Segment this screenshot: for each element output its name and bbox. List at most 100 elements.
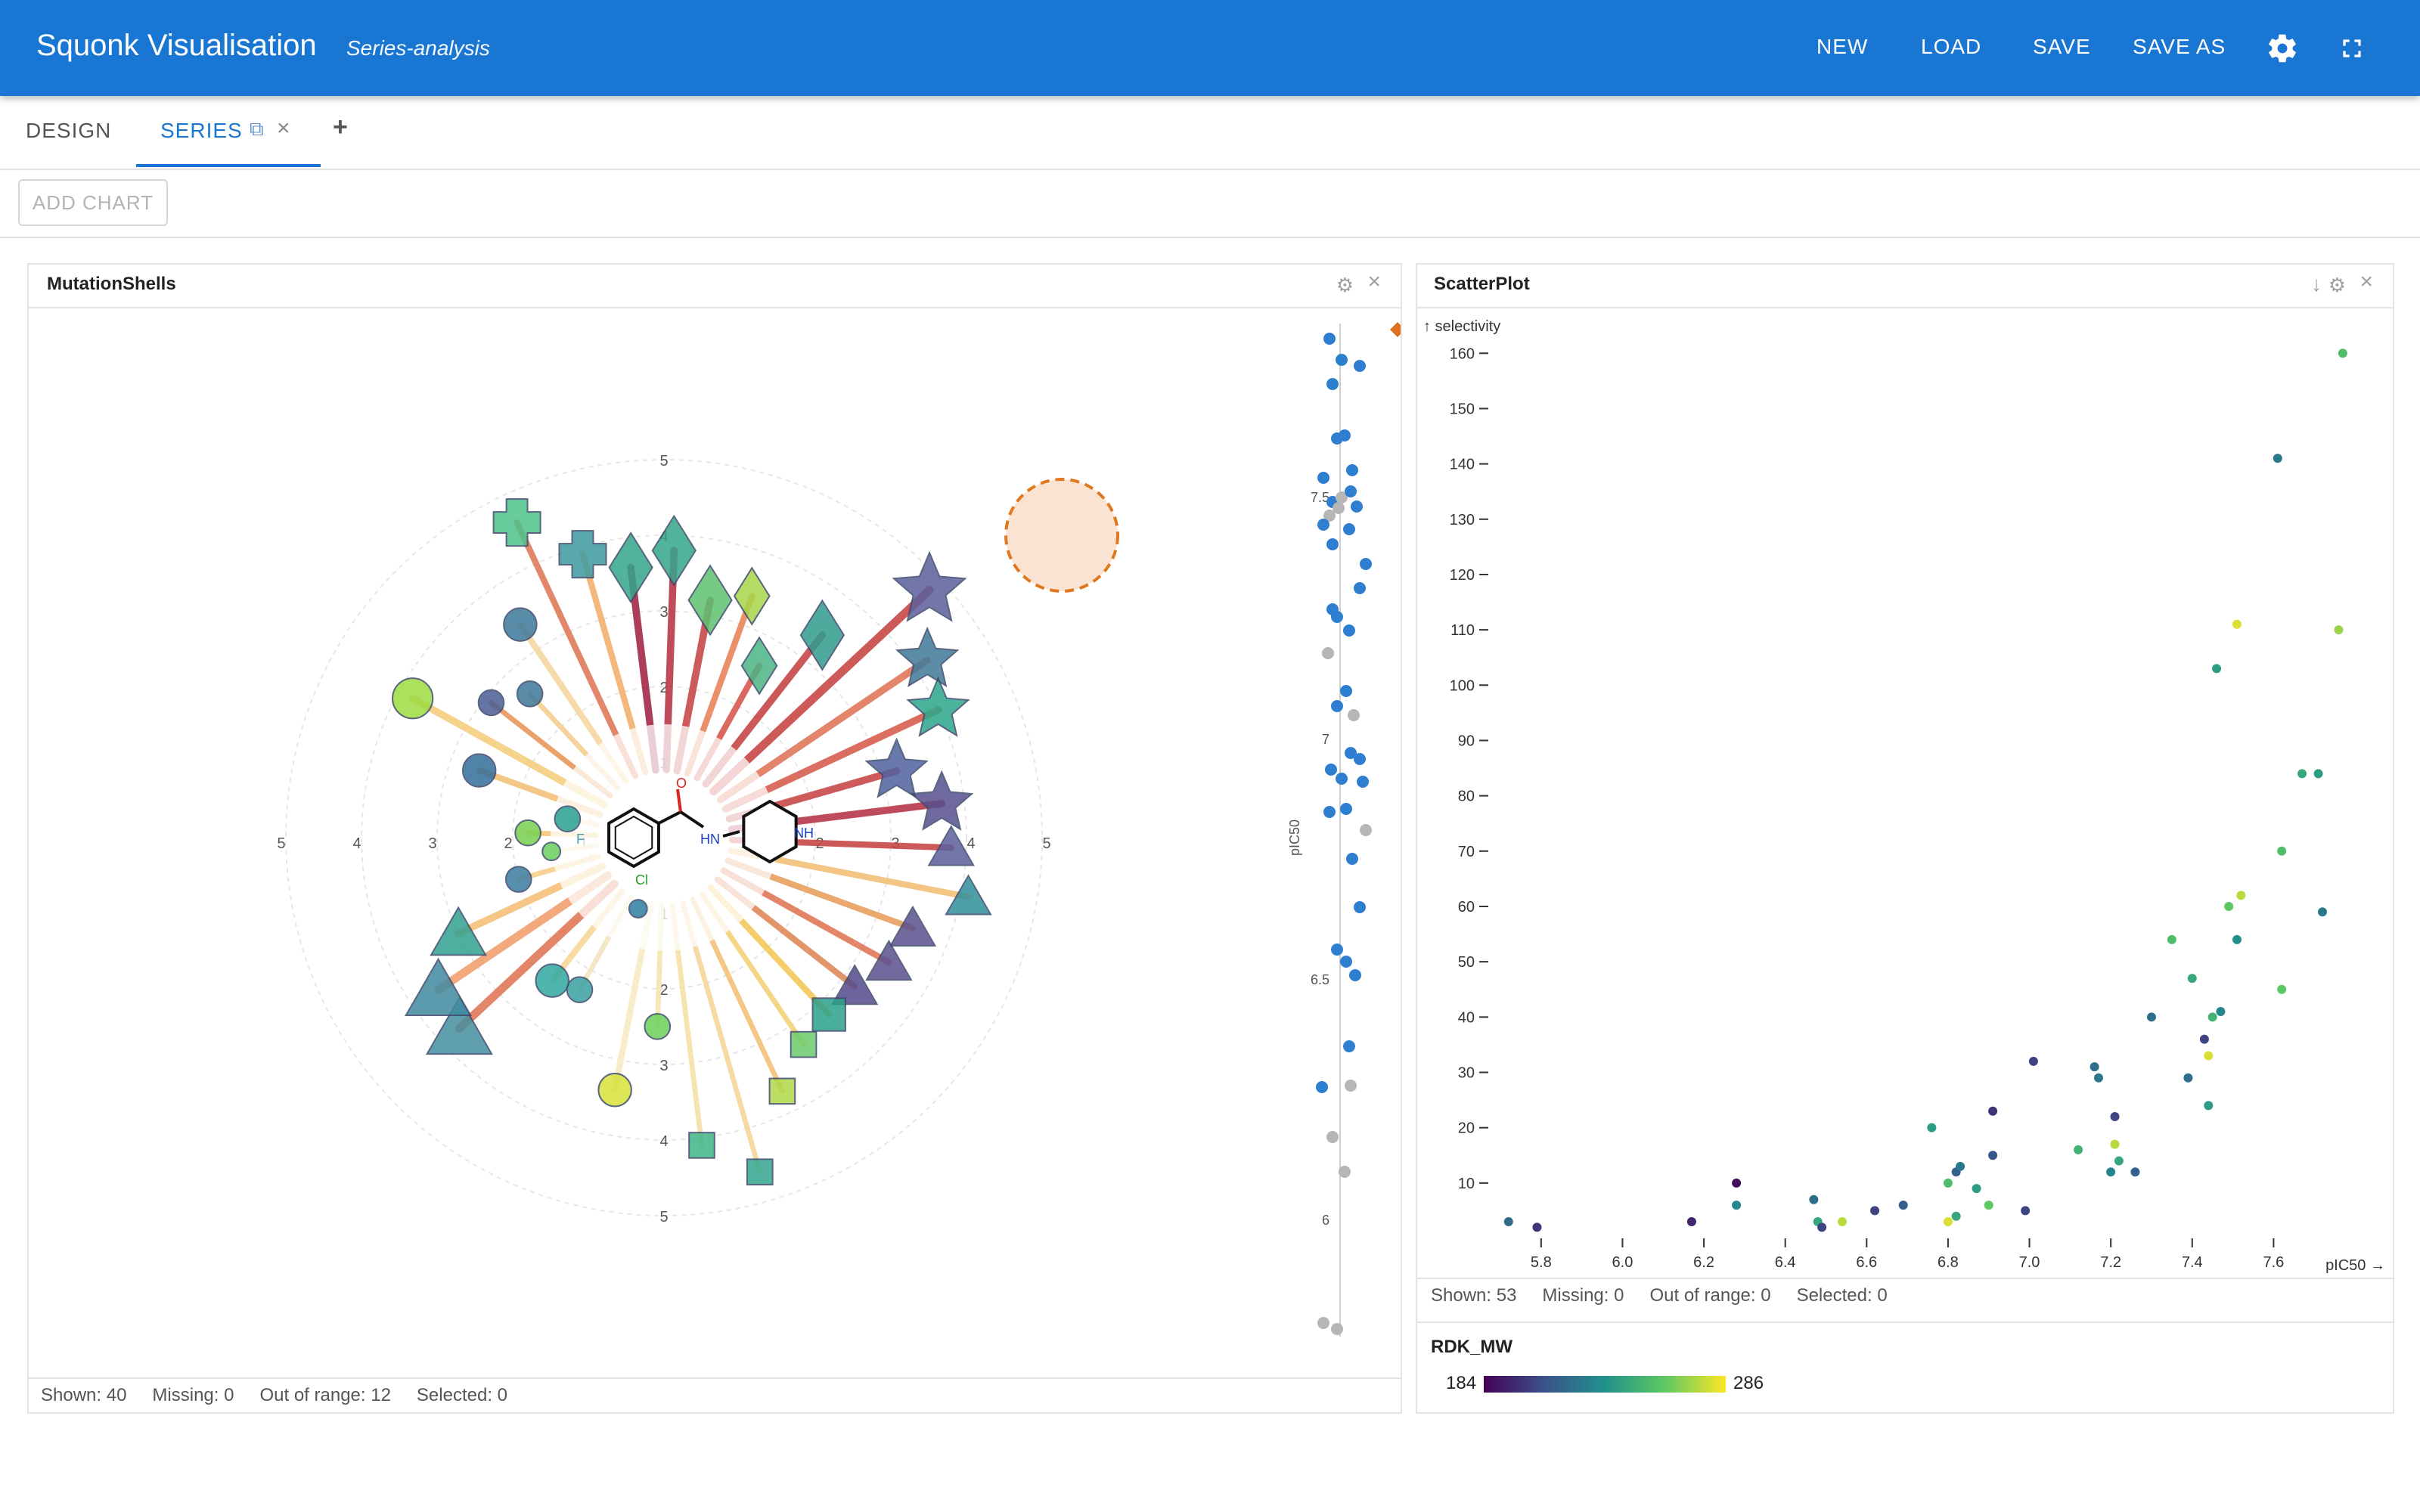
add-chart-button[interactable]: ADD CHART [18, 179, 168, 226]
download-icon[interactable]: ↓ [2311, 272, 2322, 296]
scatter-point [1988, 1106, 1998, 1116]
shell-point-diamond [608, 531, 653, 604]
strip-marker [1360, 824, 1372, 836]
strip-marker [1390, 322, 1401, 337]
strip-marker [1336, 773, 1348, 785]
benzene-inner [614, 815, 653, 860]
scatter-point [2028, 1056, 2038, 1066]
close-tab-icon[interactable]: × [277, 116, 290, 141]
strip-marker [1339, 429, 1351, 442]
scatter-point [2313, 769, 2323, 779]
status-bar: Shown: 53 Missing: 0 Out of range: 0 Select… [1431, 1285, 1913, 1306]
shell-point-circle [516, 680, 544, 708]
scatter-point [1809, 1194, 1819, 1204]
scatter-point [1503, 1217, 1513, 1227]
bond [722, 830, 740, 838]
benzene-ring [607, 807, 660, 869]
scatter-point [2216, 1007, 2226, 1016]
shell-point-star [906, 676, 970, 737]
copy-tab-icon[interactable]: ⧉ [250, 117, 264, 140]
scatter-point [2199, 1034, 2209, 1044]
scatter-point [2273, 454, 2282, 463]
view-name: Series-analysis [346, 36, 490, 60]
shell-point-circle [461, 753, 497, 788]
shell-point-diamond [687, 564, 733, 637]
fullscreen-icon[interactable] [2337, 33, 2367, 64]
shell-point-star [895, 626, 960, 688]
status-bar: Shown: 40 Missing: 0 Out of range: 12 Selec… [41, 1385, 533, 1406]
x-tick-label: 6.6 [1856, 1254, 1877, 1271]
scatter-point [2232, 934, 2242, 944]
shell-point-triangle [945, 874, 992, 916]
tab-series[interactable]: SERIES [160, 119, 243, 142]
strip-marker [1351, 500, 1363, 513]
legend-min: 184 [1446, 1373, 1477, 1393]
scatter-point [2277, 984, 2287, 994]
y-tick-label: 30 [1458, 1064, 1475, 1081]
scatter-point [2212, 664, 2222, 674]
scatter-point [2114, 1156, 2124, 1166]
shell-point-plus [558, 530, 607, 579]
y-tick-label: 80 [1458, 789, 1475, 805]
scatter-point [1732, 1178, 1742, 1188]
shell-point-triangle [927, 825, 975, 866]
x-tick-label: 7.4 [2182, 1254, 2203, 1271]
scatter-point [1838, 1217, 1847, 1227]
settings-gear-icon[interactable] [2266, 32, 2299, 65]
mutation-shells-chart[interactable]: 55554444333322221111OHNNHClF7.576.56pIC5… [29, 308, 1401, 1376]
strip-marker [1326, 538, 1339, 550]
scatter-point [2204, 1051, 2214, 1061]
scatter-point [2334, 625, 2344, 635]
shell-point-diamond [651, 514, 697, 587]
atom-label-o: O [676, 776, 687, 791]
strip-marker [1336, 354, 1348, 366]
scatter-point [1817, 1222, 1827, 1232]
shell-point-circle [566, 976, 594, 1003]
x-tick-label: 7.6 [2263, 1254, 2284, 1271]
shell-point-triangle [865, 939, 913, 981]
radial-tick-label: 3 [659, 604, 668, 621]
strip-marker [1331, 943, 1343, 956]
radial-tick-label: 3 [428, 835, 436, 852]
strip-marker [1354, 360, 1366, 372]
scatter-point [1686, 1217, 1696, 1227]
scatter-chart[interactable]: ↑ selectivity pIC50 → 10 20 30 40 50 60 70 80 90 10… [1417, 308, 2393, 1278]
legend-title: RDK_MW [1431, 1337, 1512, 1357]
piperidine-ring [742, 799, 798, 864]
shell-point-diamond [733, 566, 771, 626]
strip-marker [1316, 1081, 1328, 1093]
radial-tick-label: 5 [659, 1209, 668, 1225]
radial-tick-label: 2 [659, 680, 668, 696]
panel-close-icon[interactable]: × [2360, 269, 2373, 294]
shell-point-square [768, 1077, 796, 1105]
tab-design[interactable]: DESIGN [26, 119, 112, 142]
strip-marker [1333, 502, 1345, 514]
bond [676, 789, 682, 813]
status-shown: Shown: 40 [41, 1385, 127, 1405]
strip-marker [1325, 764, 1337, 776]
load-button[interactable]: LOAD [1921, 35, 1982, 58]
radial-tick-label: 3 [659, 1058, 668, 1074]
strip-marker [1340, 956, 1352, 968]
panel-settings-icon[interactable]: ⚙ [2328, 274, 2346, 296]
new-button[interactable]: NEW [1817, 35, 1869, 58]
panel-close-icon[interactable]: × [1367, 269, 1381, 294]
shell-point-star [892, 550, 967, 622]
x-tick-label: 6.4 [1775, 1254, 1796, 1271]
strip-tick-label: 6 [1322, 1213, 1329, 1228]
add-tab-icon[interactable]: + [333, 113, 348, 141]
strip-marker [1345, 485, 1357, 497]
radial-tick-label: 2 [659, 982, 668, 999]
x-tick-label: 6.8 [1938, 1254, 1959, 1271]
shell-point-star [910, 770, 974, 831]
shell-point-circle [597, 1073, 632, 1108]
scatter-point [1732, 1201, 1742, 1210]
y-tick-label: 10 [1458, 1176, 1475, 1192]
save-button[interactable]: SAVE [2033, 35, 2091, 58]
scatter-point [2106, 1167, 2116, 1177]
strip-marker [1354, 753, 1366, 765]
shell-point-triangle [405, 957, 473, 1017]
panel-settings-icon[interactable]: ⚙ [1336, 274, 1354, 296]
status-missing: Missing: 0 [152, 1385, 234, 1405]
save-as-button[interactable]: SAVE AS [2133, 35, 2226, 58]
